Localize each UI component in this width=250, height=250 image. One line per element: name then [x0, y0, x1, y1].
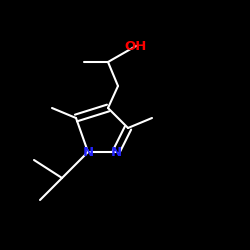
Text: N: N — [110, 146, 122, 158]
Text: OH: OH — [125, 40, 147, 52]
Text: N: N — [82, 146, 94, 158]
